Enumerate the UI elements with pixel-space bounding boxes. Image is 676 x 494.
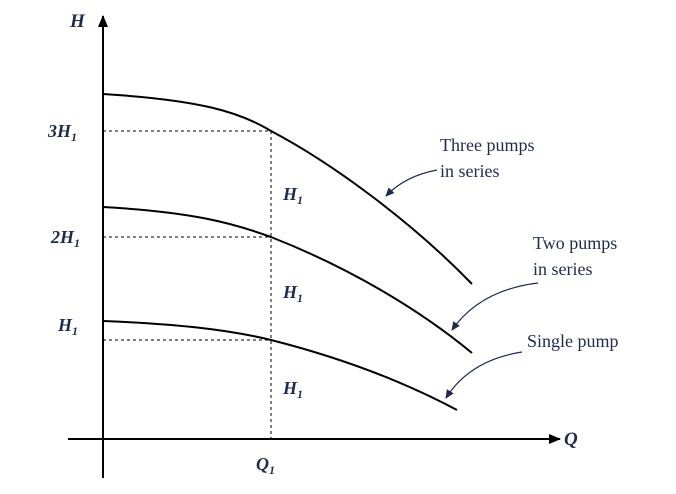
label-two-pumps: Two pumps in series (533, 233, 617, 279)
increment-label-top: H1 (282, 184, 303, 207)
curve-single-pump (102, 320, 458, 411)
leader-arrow-single-pump (445, 351, 523, 399)
increment-label-middle: H1 (282, 282, 303, 305)
y-axis-label: H (69, 11, 86, 32)
y-tick-h1: H1 (57, 315, 78, 338)
curve-three-pumps (102, 93, 473, 285)
y-tick-3h1: 3H1 (47, 121, 77, 144)
label-three-pumps: Three pumps in series (440, 135, 534, 181)
y-tick-2h1: 2H1 (50, 227, 80, 250)
leader-arrow-two-pumps (451, 282, 539, 331)
curve-two-pumps (102, 206, 473, 354)
x-tick-q1: Q1 (256, 454, 275, 477)
label-single-pump: Single pump (527, 331, 619, 351)
increment-label-bottom: H1 (282, 378, 303, 401)
x-axis-label: Q (564, 429, 578, 450)
leader-arrow-three-pumps (385, 169, 438, 197)
